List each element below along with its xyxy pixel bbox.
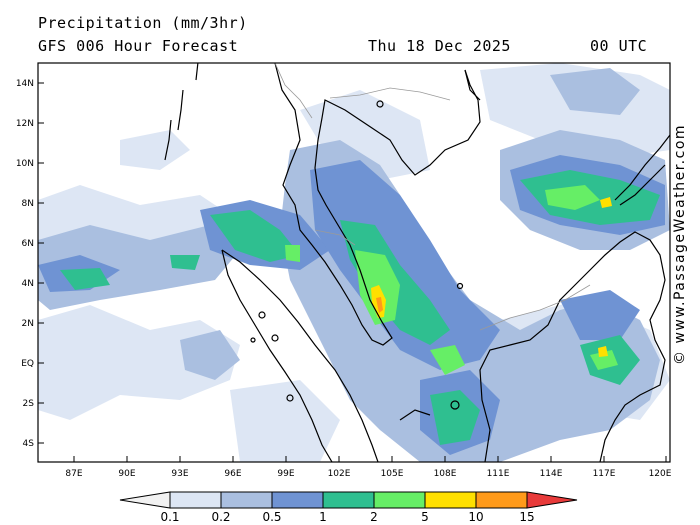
legend-label-0.5: 0.5	[262, 510, 281, 524]
lon-label-87e: 87E	[65, 469, 82, 479]
lon-label-96e: 96E	[224, 469, 241, 479]
longitude-ticks	[73, 456, 667, 462]
legend-label-15: 15	[519, 510, 534, 524]
lat-label-8n: 8N	[22, 199, 34, 209]
lat-label-4s: 4S	[23, 439, 35, 449]
legend-swatch-2	[373, 491, 426, 509]
lat-label-14n: 14N	[16, 79, 34, 89]
longitude-labels: 87E 90E 93E 96E 99E 102E 105E 108E 111E …	[65, 469, 671, 479]
legend-label-0.2: 0.2	[211, 510, 230, 524]
legend-swatch-below	[119, 491, 171, 509]
forecast-time: 00 UTC	[590, 37, 648, 55]
lon-label-111e: 111E	[487, 469, 510, 479]
legend-swatch-0.1	[169, 491, 222, 509]
lat-label-2s: 2S	[23, 399, 35, 409]
latitude-ticks	[38, 82, 44, 444]
latitude-labels: 14N 12N 10N 8N 6N 4N 2N EQ 2S 4S	[16, 79, 34, 449]
forecast-date: Thu 18 Dec 2025	[368, 37, 511, 55]
color-legend: 0.1 0.2 0.5 1 2 5 10 15	[119, 491, 578, 524]
lat-label-10n: 10N	[16, 159, 34, 169]
legend-swatch-above	[526, 491, 578, 509]
lon-label-105e: 105E	[381, 469, 404, 479]
lon-label-90e: 90E	[118, 469, 135, 479]
lat-label-6n: 6N	[22, 239, 34, 249]
lat-label-eq: EQ	[21, 359, 34, 369]
legend-label-0.1: 0.1	[160, 510, 179, 524]
lon-label-114e: 114E	[540, 469, 563, 479]
lon-label-102e: 102E	[328, 469, 351, 479]
legend-swatch-1	[322, 491, 375, 509]
lon-label-120e: 120E	[649, 469, 672, 479]
legend-label-2: 2	[370, 510, 378, 524]
precipitation-field	[38, 63, 670, 462]
map-title: Precipitation (mm/3hr)	[38, 14, 248, 32]
lon-label-117e: 117E	[593, 469, 616, 479]
coastline-layer	[164, 63, 670, 462]
border-layer	[274, 63, 591, 331]
legend-label-1: 1	[319, 510, 327, 524]
legend-swatch-10	[475, 491, 528, 509]
legend-swatch-0.5	[271, 491, 324, 509]
lon-label-99e: 99E	[277, 469, 294, 479]
legend-label-5: 5	[421, 510, 429, 524]
legend-swatch-0.2	[220, 491, 273, 509]
legend-label-10: 10	[468, 510, 483, 524]
lat-label-4n: 4N	[22, 279, 34, 289]
site-credit[interactable]: © www.PassageWeather.com	[672, 123, 688, 365]
forecast-subtitle: GFS 006 Hour Forecast	[38, 37, 239, 55]
map-frame	[37, 62, 671, 463]
lat-label-2n: 2N	[22, 319, 34, 329]
lon-label-108e: 108E	[434, 469, 457, 479]
lat-label-12n: 12N	[16, 119, 34, 129]
lon-label-93e: 93E	[171, 469, 188, 479]
legend-swatch-5	[424, 491, 477, 509]
